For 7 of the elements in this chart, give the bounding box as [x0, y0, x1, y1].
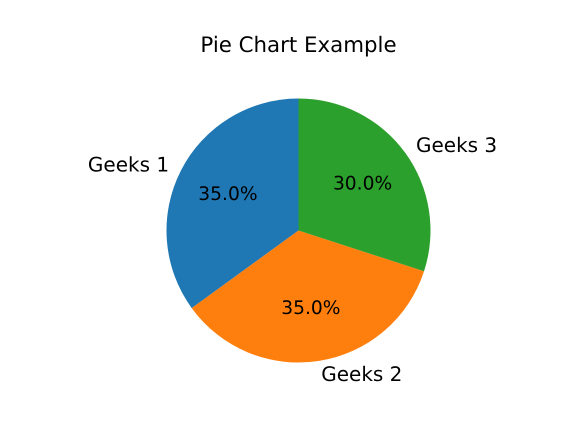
data-label: 30.0%	[332, 173, 392, 194]
slice-label: Geeks 3	[416, 133, 498, 158]
slice-label: Geeks 2	[321, 362, 402, 386]
data-label: 35.0%	[198, 184, 258, 206]
chart-title: Pie Chart Example	[200, 33, 397, 58]
slice-label: Geeks 1	[88, 152, 170, 177]
data-label: 35.0%	[281, 298, 341, 320]
